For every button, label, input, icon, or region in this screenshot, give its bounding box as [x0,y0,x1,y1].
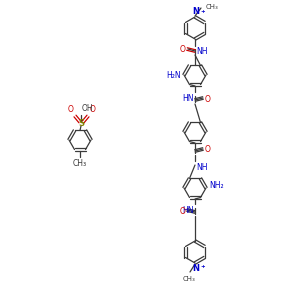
Text: HN: HN [182,94,194,103]
Text: H₂N: H₂N [167,70,181,80]
Text: N: N [193,264,200,273]
Text: NH: NH [196,163,208,172]
Text: CH₃: CH₃ [206,4,219,10]
Text: O: O [67,105,73,114]
Text: O: O [90,105,96,114]
Text: CH₃: CH₃ [183,276,195,282]
Text: O: O [179,206,185,215]
Text: CH₃: CH₃ [73,159,87,168]
Text: S: S [78,119,84,128]
Text: HN: HN [182,206,194,215]
Text: +: + [200,9,205,14]
Text: O: O [179,46,185,55]
Text: O: O [205,94,211,103]
Text: NH₂: NH₂ [209,182,224,190]
Text: OH: OH [82,104,94,113]
Text: NH: NH [196,47,208,56]
Text: N: N [193,7,200,16]
Text: O: O [205,146,211,154]
Text: +: + [200,264,205,269]
